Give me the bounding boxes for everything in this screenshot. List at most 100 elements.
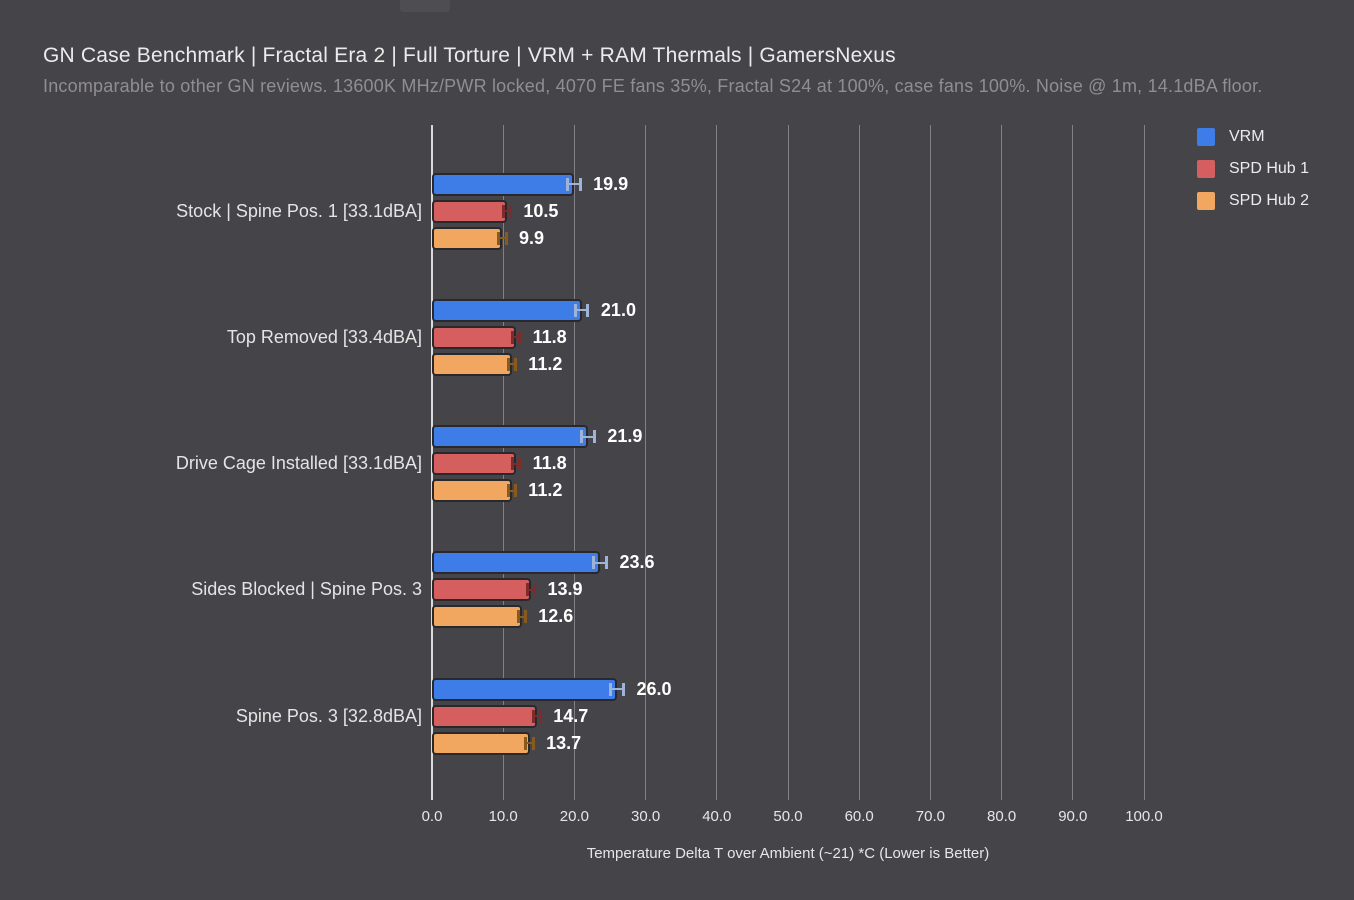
legend-label: SPD Hub 2 — [1229, 192, 1310, 209]
error-bar-cap — [531, 736, 535, 750]
value-label: 13.9 — [547, 579, 583, 600]
error-bar-line — [525, 742, 534, 744]
error-bar-cap — [504, 231, 508, 245]
category-label: Drive Cage Installed [33.1dBA] — [175, 453, 422, 473]
error-bar-line — [512, 462, 520, 465]
x-tick-label: 50.0 — [773, 808, 803, 825]
bar-spd-hub-2 — [432, 731, 530, 755]
error-bar-cap — [592, 430, 596, 443]
error-bar-cap — [525, 583, 529, 597]
x-tick-label: 70.0 — [915, 808, 945, 825]
gridline — [787, 125, 789, 800]
chart-subtitle: Incomparable to other GN reviews. 13600K… — [43, 76, 1263, 96]
value-label: 19.9 — [593, 173, 629, 194]
legend-swatch — [1197, 192, 1215, 210]
error-bar-cap — [609, 682, 613, 696]
error-bar-cap — [513, 484, 517, 497]
value-label: 23.6 — [619, 552, 655, 573]
error-bar-line — [581, 435, 595, 438]
error-bar-line — [503, 210, 511, 212]
legend-swatch — [1197, 128, 1215, 146]
gridline — [1001, 125, 1003, 800]
error-bar-line — [512, 336, 520, 339]
value-label: 12.6 — [538, 606, 574, 627]
x-tick-label: 20.0 — [559, 808, 589, 825]
bar-vrm — [432, 677, 618, 701]
gridline — [573, 125, 575, 800]
legend: VRM SPD Hub 1 SPD Hub 2 — [1197, 121, 1309, 217]
error-bar-line — [508, 489, 516, 492]
error-bar-line — [498, 237, 507, 239]
error-bar-cap — [513, 357, 517, 371]
legend-item-vrm: VRM — [1197, 121, 1309, 153]
error-bar-line — [610, 688, 624, 690]
error-bar-cap — [592, 556, 596, 570]
bar-vrm — [432, 425, 588, 448]
error-bar-cap — [538, 709, 542, 723]
error-bar-cap — [506, 357, 510, 371]
error-bar-cap — [523, 610, 527, 624]
bar-spd-hub-1 — [432, 578, 531, 602]
error-bar-cap — [533, 583, 537, 597]
value-label: 9.9 — [519, 227, 545, 248]
x-tick-label: 0.0 — [421, 808, 443, 825]
category-label: Stock | Spine Pos. 1 [33.1dBA] — [176, 200, 422, 221]
gridline — [1143, 125, 1145, 800]
x-tick-label: 60.0 — [844, 808, 874, 825]
x-axis-title: Temperature Delta T over Ambient (~21) *… — [586, 845, 990, 862]
value-label: 26.0 — [636, 678, 672, 699]
error-bar-cap — [508, 204, 512, 218]
x-tick-label: 80.0 — [986, 808, 1017, 825]
gridline — [858, 125, 860, 800]
bar-vrm — [432, 172, 574, 196]
error-bar-line — [575, 309, 588, 312]
bar-vrm — [432, 298, 582, 322]
value-label: 11.2 — [528, 353, 563, 374]
x-tick-label: 100.0 — [1125, 808, 1163, 825]
error-bar-cap — [510, 330, 514, 344]
bar-spd-hub-2 — [432, 605, 522, 629]
x-tick-label: 10.0 — [488, 808, 518, 825]
legend-item-spd-hub-1: SPD Hub 1 — [1197, 153, 1309, 185]
x-tick-label: 40.0 — [702, 808, 732, 825]
error-bar-cap — [516, 610, 520, 624]
category-label: Top Removed [33.4dBA] — [226, 326, 422, 347]
error-bar-cap — [578, 177, 582, 191]
artifact-patch — [400, 0, 450, 12]
error-bar-cap — [604, 556, 608, 570]
gridline — [645, 125, 647, 800]
x-tick-label: 90.0 — [1058, 808, 1088, 825]
bar-spd-hub-2 — [432, 479, 512, 502]
error-bar-cap — [573, 303, 577, 317]
value-label: 21.9 — [607, 426, 643, 446]
error-bar-cap — [506, 484, 510, 497]
gridline — [929, 125, 931, 800]
error-bar-cap — [565, 177, 569, 191]
gridline — [1072, 125, 1074, 800]
value-label: 11.8 — [532, 326, 567, 347]
bar-spd-hub-2 — [432, 226, 503, 250]
chart-title: GN Case Benchmark | Fractal Era 2 | Full… — [43, 44, 896, 67]
error-bar-line — [533, 715, 541, 717]
value-label: 21.0 — [600, 299, 636, 320]
error-bar-cap — [501, 204, 505, 218]
bar-spd-hub-1 — [432, 325, 517, 349]
value-label: 11.8 — [532, 453, 567, 473]
value-label: 10.5 — [523, 200, 559, 221]
error-bar-cap — [497, 231, 501, 245]
error-bar-line — [508, 363, 516, 366]
bar-spd-hub-2 — [432, 352, 512, 376]
bar-spd-hub-1 — [432, 704, 537, 728]
category-label: Spine Pos. 3 [32.8dBA] — [235, 705, 422, 726]
error-bar-cap — [518, 457, 522, 470]
error-bar-cap — [580, 430, 584, 443]
bar-spd-hub-1 — [432, 199, 507, 223]
category-label: Sides Blocked | Spine Pos. 3 — [191, 579, 422, 600]
error-bar-cap — [510, 457, 514, 470]
gridline — [716, 125, 718, 800]
error-bar-line — [567, 183, 581, 185]
value-label: 14.7 — [553, 705, 589, 726]
error-bar-line — [518, 615, 526, 618]
legend-label: SPD Hub 1 — [1229, 160, 1310, 177]
